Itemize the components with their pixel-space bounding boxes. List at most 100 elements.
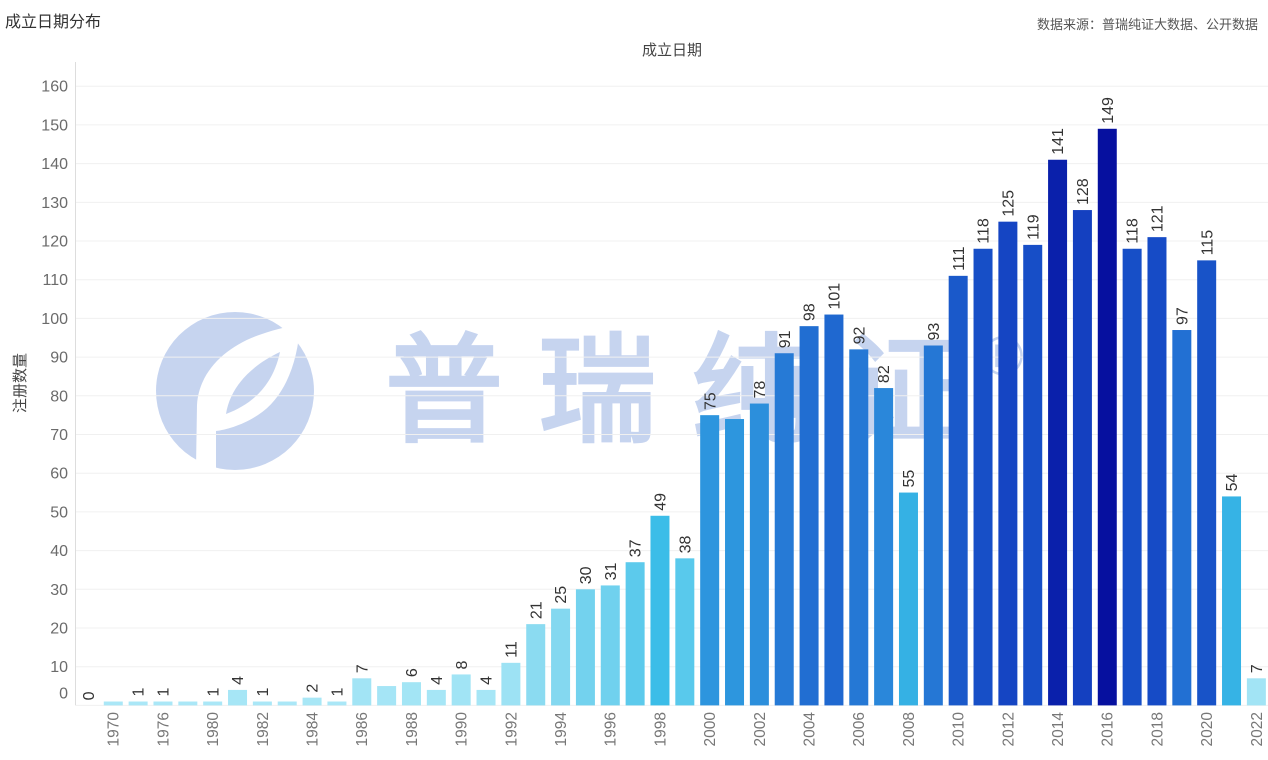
bar-value-label: 6 — [404, 668, 421, 677]
x-tick-label: 1980 — [205, 712, 222, 747]
x-tick-label: 2002 — [752, 712, 769, 746]
bar — [1072, 210, 1092, 706]
bar-value-label: 38 — [677, 535, 694, 553]
bar-value-label: 7 — [354, 664, 371, 673]
bar — [551, 608, 571, 706]
bar-value-label: 1 — [330, 688, 347, 697]
x-tick-label: 1984 — [304, 712, 321, 747]
x-tick-label: 2018 — [1149, 712, 1166, 746]
x-tick-label: 1976 — [155, 712, 172, 746]
bar — [1122, 248, 1142, 706]
bar — [625, 562, 645, 706]
x-tick-label: 1996 — [603, 712, 620, 746]
x-tick-label: 1992 — [503, 712, 520, 746]
bar — [824, 314, 844, 706]
y-tick-label: 150 — [41, 117, 68, 134]
bar — [277, 701, 297, 706]
bar-value-label: 115 — [1199, 230, 1216, 256]
bar-value-label: 11 — [503, 641, 520, 658]
bar — [1147, 237, 1167, 706]
y-axis-title: 注册数量 — [12, 353, 29, 413]
bar-value-label: 49 — [653, 493, 670, 511]
bar — [476, 689, 496, 706]
bar-value-label: 1 — [255, 688, 272, 697]
bar-value-label: 118 — [976, 218, 993, 244]
bar-value-label: 4 — [479, 676, 496, 685]
bar-value-label: 4 — [429, 676, 446, 685]
x-tick-label: 1986 — [354, 712, 371, 746]
bar — [948, 275, 968, 706]
bar — [1246, 678, 1266, 706]
bar — [377, 686, 397, 706]
bar — [874, 388, 894, 706]
bar — [228, 689, 248, 706]
y-tick-label: 60 — [50, 466, 68, 483]
bar — [600, 585, 620, 706]
bar — [575, 589, 595, 706]
x-tick-label: 1988 — [404, 712, 421, 746]
bar-value-label: 98 — [802, 303, 819, 321]
bar-value-label: 30 — [578, 566, 595, 584]
bar-value-label: 118 — [1125, 218, 1142, 244]
leaf-circle-logo-icon — [156, 312, 314, 470]
bar — [252, 701, 272, 706]
bar — [178, 701, 198, 706]
bar-value-label: 101 — [827, 283, 844, 310]
bar — [203, 701, 223, 706]
x-tick-label: 1970 — [106, 712, 123, 747]
bar — [327, 701, 347, 706]
bar — [1172, 330, 1192, 706]
bar-value-label: 21 — [528, 601, 545, 619]
bar — [426, 689, 446, 706]
bar — [700, 415, 720, 706]
bar — [103, 701, 123, 706]
bar-value-label: 2 — [305, 684, 322, 693]
y-tick-label: 40 — [50, 543, 68, 560]
y-tick-label: 10 — [50, 659, 68, 676]
x-tick-label: 2020 — [1199, 712, 1216, 747]
bar-value-label: 37 — [628, 539, 645, 557]
bar — [675, 558, 695, 706]
bar — [128, 701, 148, 706]
bars — [103, 128, 1266, 706]
y-tick-label: 50 — [50, 504, 68, 521]
bar — [1222, 496, 1242, 706]
bar-value-label: 1 — [156, 688, 173, 697]
bar-value-label: 128 — [1075, 178, 1092, 205]
y-tick-label: 130 — [41, 195, 68, 212]
x-tick-label: 1994 — [553, 712, 570, 747]
bar — [923, 345, 943, 706]
bar-value-label: 93 — [926, 323, 943, 341]
bar-value-label: 1 — [131, 688, 148, 697]
bar — [1097, 128, 1117, 706]
x-axis-title: 成立日期 — [642, 42, 702, 59]
bar — [749, 403, 769, 706]
bar — [1023, 244, 1043, 706]
y-tick-label: 80 — [50, 388, 68, 405]
bar — [1048, 159, 1068, 706]
x-tick-label: 2006 — [851, 712, 868, 746]
x-tick-label: 2010 — [951, 712, 968, 747]
bar-value-label: 7 — [1249, 664, 1266, 673]
bar-value-label: 78 — [752, 381, 769, 399]
x-axis: 1970 1976 1980 1982 1984 1986 1988 1990 1992 1994… — [106, 712, 1266, 747]
x-tick-label: 2004 — [801, 712, 818, 747]
bar — [799, 326, 819, 706]
x-tick-label: 1998 — [652, 712, 669, 746]
bar — [526, 624, 546, 706]
bar-value-label: 4 — [230, 676, 247, 685]
bar-value-label: 92 — [851, 326, 868, 344]
bar-value-label: 82 — [876, 365, 893, 383]
bar — [774, 353, 794, 706]
y-tick-label: 140 — [41, 156, 68, 173]
y-tick-label: 120 — [41, 234, 68, 251]
x-tick-label: 2012 — [1000, 712, 1017, 746]
bar-value-label: 8 — [454, 660, 471, 669]
bar-value-label: 54 — [1224, 474, 1241, 492]
bar — [153, 701, 173, 706]
bar — [1197, 260, 1217, 706]
bar — [849, 349, 869, 706]
bar — [401, 682, 421, 706]
